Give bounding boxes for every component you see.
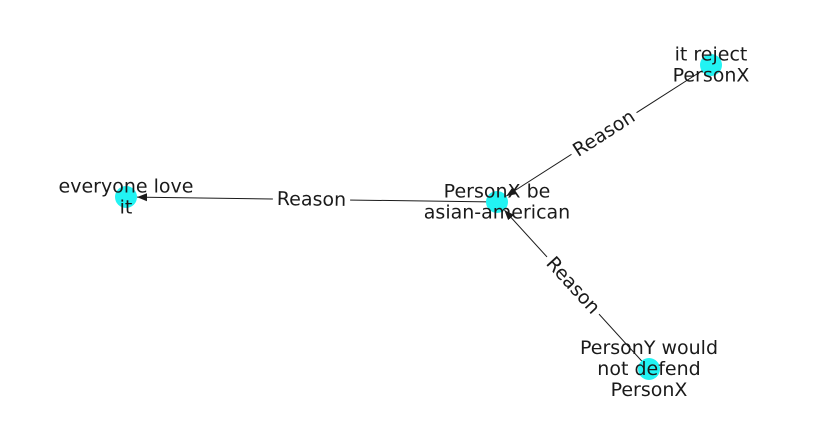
edge-label-group: Reason (272, 185, 351, 214)
node-label-line: PersonX be (444, 181, 551, 203)
node-everyone-circle[interactable] (115, 186, 137, 208)
node-persony-circle[interactable] (638, 358, 660, 380)
edge-label-group: Reason (564, 101, 644, 166)
node-center-label: PersonX be asian-american (424, 181, 570, 224)
edge-label: Reason (569, 106, 639, 162)
node-label-line: not defend (597, 358, 700, 380)
node-label-line: it reject (675, 44, 748, 66)
edge-label-background (564, 101, 644, 166)
node-label-line: PersonX (611, 379, 688, 401)
node-label-line: PersonX (673, 65, 750, 87)
node-label-line: everyone love (59, 176, 194, 198)
node-center-circle[interactable] (486, 191, 508, 213)
edge-label: Reason (277, 188, 347, 211)
node-label-line: PersonY would (580, 337, 718, 359)
edge-label-background (272, 185, 351, 214)
nodes-layer (115, 54, 722, 380)
edge-label-background (537, 248, 609, 323)
node-persony-label: PersonY would not defend PersonX (580, 337, 718, 401)
edge-label-group: Reason (537, 248, 609, 323)
node-everyone-label: everyone love it (59, 176, 194, 219)
node-reject-circle[interactable] (700, 54, 722, 76)
node-reject-label: it reject PersonX (673, 44, 750, 87)
node-label-line: it (120, 197, 133, 219)
edge-label: Reason (542, 252, 605, 318)
node-label-line: asian-american (424, 202, 570, 224)
